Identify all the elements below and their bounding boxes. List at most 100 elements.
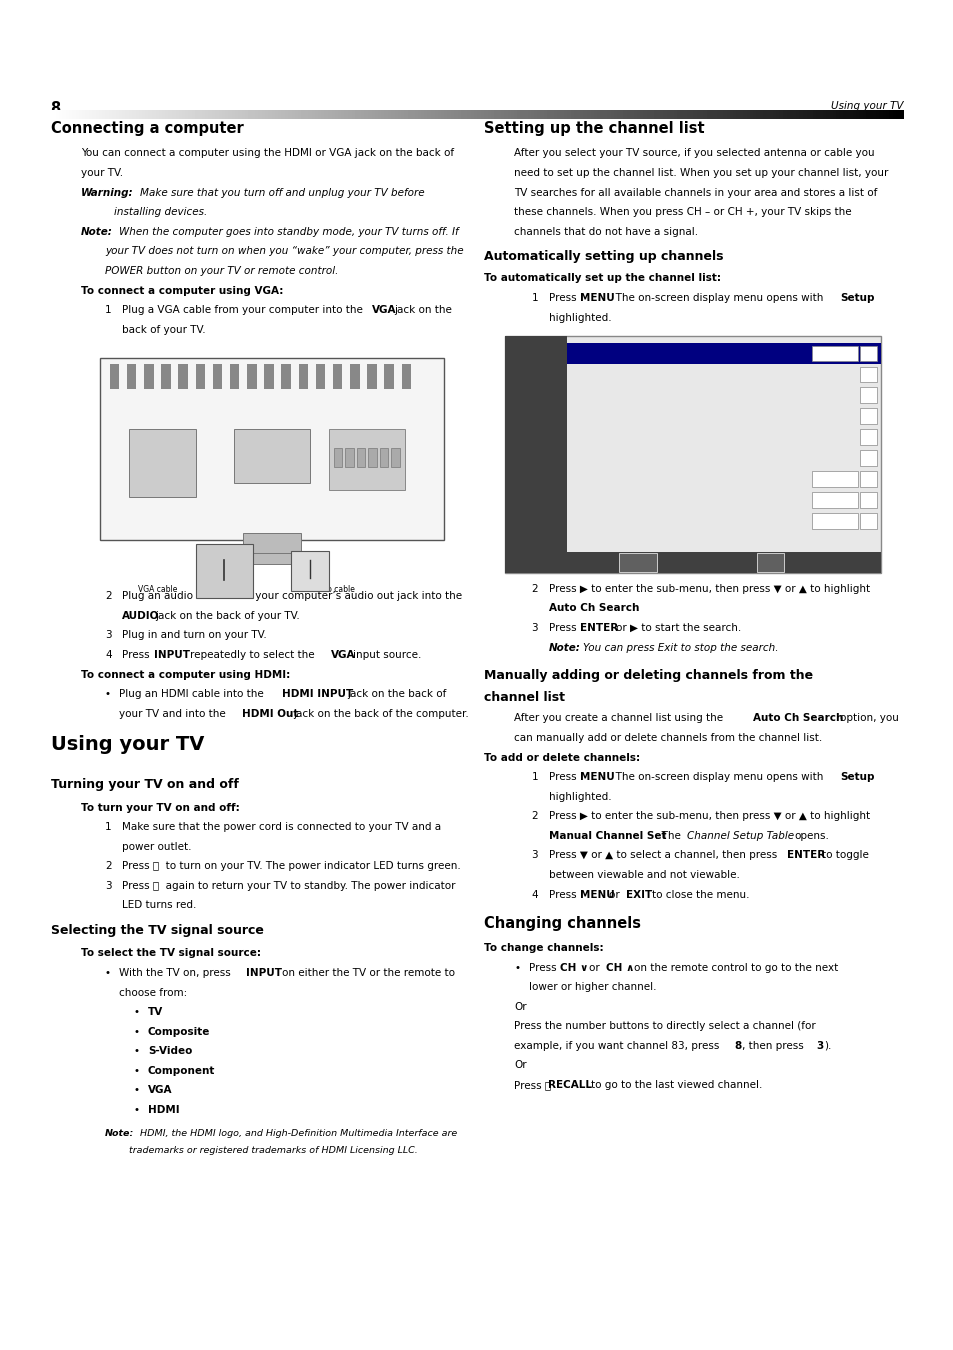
Bar xyxy=(298,364,308,389)
Text: Setup: Setup xyxy=(840,293,874,302)
Text: Component: Component xyxy=(148,1065,215,1076)
Text: installing devices.: installing devices. xyxy=(114,207,208,217)
Text: Setting up the channel list: Setting up the channel list xyxy=(483,122,703,136)
Text: ENTER: ENTER xyxy=(786,850,824,860)
Text: CH ∧: CH ∧ xyxy=(605,963,634,972)
Text: MENU: MENU xyxy=(579,890,614,899)
Text: ▶: ▶ xyxy=(864,435,870,440)
Bar xyxy=(504,336,881,572)
Text: these channels. When you press CH – or CH +, your TV skips the: these channels. When you press CH – or C… xyxy=(514,207,851,217)
Text: jack on the back of your TV.: jack on the back of your TV. xyxy=(155,610,300,621)
Text: power outlet.: power outlet. xyxy=(122,841,192,852)
Text: your TV does not turn on when you “wake” your computer, press the: your TV does not turn on when you “wake”… xyxy=(105,246,463,256)
Bar xyxy=(127,364,136,389)
Text: Press ▶ to enter the sub-menu, then press ▼ or ▲ to highlight: Press ▶ to enter the sub-menu, then pres… xyxy=(548,811,869,821)
Text: VGA cable: VGA cable xyxy=(138,585,177,594)
Text: You can press Exit to stop the search.: You can press Exit to stop the search. xyxy=(582,643,778,652)
Text: Exit: Exit xyxy=(763,560,777,566)
Text: channel list: channel list xyxy=(483,690,564,703)
Text: or: or xyxy=(588,963,602,972)
Text: 1: 1 xyxy=(105,822,112,832)
Bar xyxy=(384,364,394,389)
Text: Off: Off xyxy=(828,516,840,525)
Bar xyxy=(195,364,205,389)
Text: Note:: Note: xyxy=(81,227,112,236)
Text: INPUT: INPUT xyxy=(153,649,190,660)
Text: Changing channels: Changing channels xyxy=(483,915,640,931)
Bar xyxy=(757,554,783,571)
Text: ).: ). xyxy=(823,1041,831,1050)
Text: option, you: option, you xyxy=(840,713,899,724)
Text: Audio: Audio xyxy=(525,448,545,454)
Text: ▶: ▶ xyxy=(864,393,870,398)
Text: 3: 3 xyxy=(816,1041,823,1050)
Text: ⇕ To Move: ⇕ To Move xyxy=(509,560,543,566)
Text: choose from:: choose from: xyxy=(119,987,188,998)
Bar xyxy=(243,533,300,558)
Bar xyxy=(367,364,376,389)
Text: •: • xyxy=(133,1026,139,1037)
Bar xyxy=(811,346,857,360)
Bar xyxy=(356,448,365,467)
Text: HDMI Out: HDMI Out xyxy=(242,709,298,718)
Text: Press: Press xyxy=(548,772,578,782)
Bar xyxy=(315,364,325,389)
Text: To add or delete channels:: To add or delete channels: xyxy=(483,752,639,763)
Bar xyxy=(333,364,342,389)
Text: Make sure that the power cord is connected to your TV and a: Make sure that the power cord is connect… xyxy=(122,822,441,832)
Bar xyxy=(230,364,239,389)
Bar xyxy=(329,429,405,490)
Text: opens.: opens. xyxy=(794,830,829,841)
Text: Press: Press xyxy=(122,649,152,660)
Text: ▶: ▶ xyxy=(864,518,870,524)
Text: Press: Press xyxy=(528,963,558,972)
Text: INPUT: INPUT xyxy=(246,968,282,977)
Text: To change channels:: To change channels: xyxy=(483,942,602,953)
Text: You can connect a computer using the HDMI or VGA jack on the back of: You can connect a computer using the HDM… xyxy=(81,148,454,158)
Text: 8: 8 xyxy=(51,101,61,116)
Text: to toggle: to toggle xyxy=(821,850,868,860)
Text: To connect a computer using HDMI:: To connect a computer using HDMI: xyxy=(81,670,290,679)
Text: Using your TV: Using your TV xyxy=(51,734,204,755)
Text: channels that do not have a signal.: channels that do not have a signal. xyxy=(514,227,698,236)
Text: ▶: ▶ xyxy=(864,455,870,460)
Text: Using your TV: Using your TV xyxy=(830,101,902,111)
Text: English: English xyxy=(820,474,848,483)
Text: AUDIO: AUDIO xyxy=(122,610,159,621)
Bar xyxy=(195,544,253,598)
Text: or ▶ to start the search.: or ▶ to start the search. xyxy=(616,622,740,633)
Text: Auto Ch Search: Auto Ch Search xyxy=(574,390,636,400)
Text: •: • xyxy=(133,1046,139,1056)
Text: 2: 2 xyxy=(531,811,537,821)
Text: Or: Or xyxy=(514,1060,526,1071)
Text: . The on-screen display menu opens with: . The on-screen display menu opens with xyxy=(608,293,825,302)
Text: input source.: input source. xyxy=(353,649,421,660)
Bar xyxy=(247,364,256,389)
Text: back of your TV.: back of your TV. xyxy=(122,324,206,335)
Text: trademarks or registered trademarks of HDMI Licensing LLC.: trademarks or registered trademarks of H… xyxy=(129,1146,417,1156)
Text: . The: . The xyxy=(655,830,684,841)
Text: lower or higher channel.: lower or higher channel. xyxy=(528,981,656,992)
Text: example, if you want channel 83, press: example, if you want channel 83, press xyxy=(514,1041,722,1050)
Text: Aspect Ratio: Aspect Ratio xyxy=(574,495,624,505)
Text: Audio cable: Audio cable xyxy=(310,585,355,594)
Text: ▶: ▶ xyxy=(864,351,870,356)
Text: .: . xyxy=(636,603,639,613)
Bar xyxy=(859,513,876,528)
Text: MENU: MENU xyxy=(579,293,614,302)
Text: Turning your TV on and off: Turning your TV on and off xyxy=(51,778,238,791)
Text: on either the TV or the remote to: on either the TV or the remote to xyxy=(282,968,455,977)
Text: •: • xyxy=(133,1065,139,1076)
Text: 2: 2 xyxy=(531,583,537,594)
Bar xyxy=(859,387,876,402)
Text: Manual Channel Set: Manual Channel Set xyxy=(574,432,654,441)
Text: 3: 3 xyxy=(531,850,537,860)
Text: ▶: ▶ xyxy=(864,371,870,377)
Text: to close the menu.: to close the menu. xyxy=(651,890,748,899)
Text: Menu Language: Menu Language xyxy=(574,474,638,483)
Text: can manually add or delete channels from the channel list.: can manually add or delete channels from… xyxy=(514,733,821,743)
Text: Note:: Note: xyxy=(105,1129,134,1138)
Text: HDMI, the HDMI logo, and High-Definition Multimedia Interface are: HDMI, the HDMI logo, and High-Definition… xyxy=(140,1129,457,1138)
Text: Plug a VGA cable from your computer into the: Plug a VGA cable from your computer into… xyxy=(122,305,366,315)
Text: To Exit: To Exit xyxy=(788,560,810,566)
